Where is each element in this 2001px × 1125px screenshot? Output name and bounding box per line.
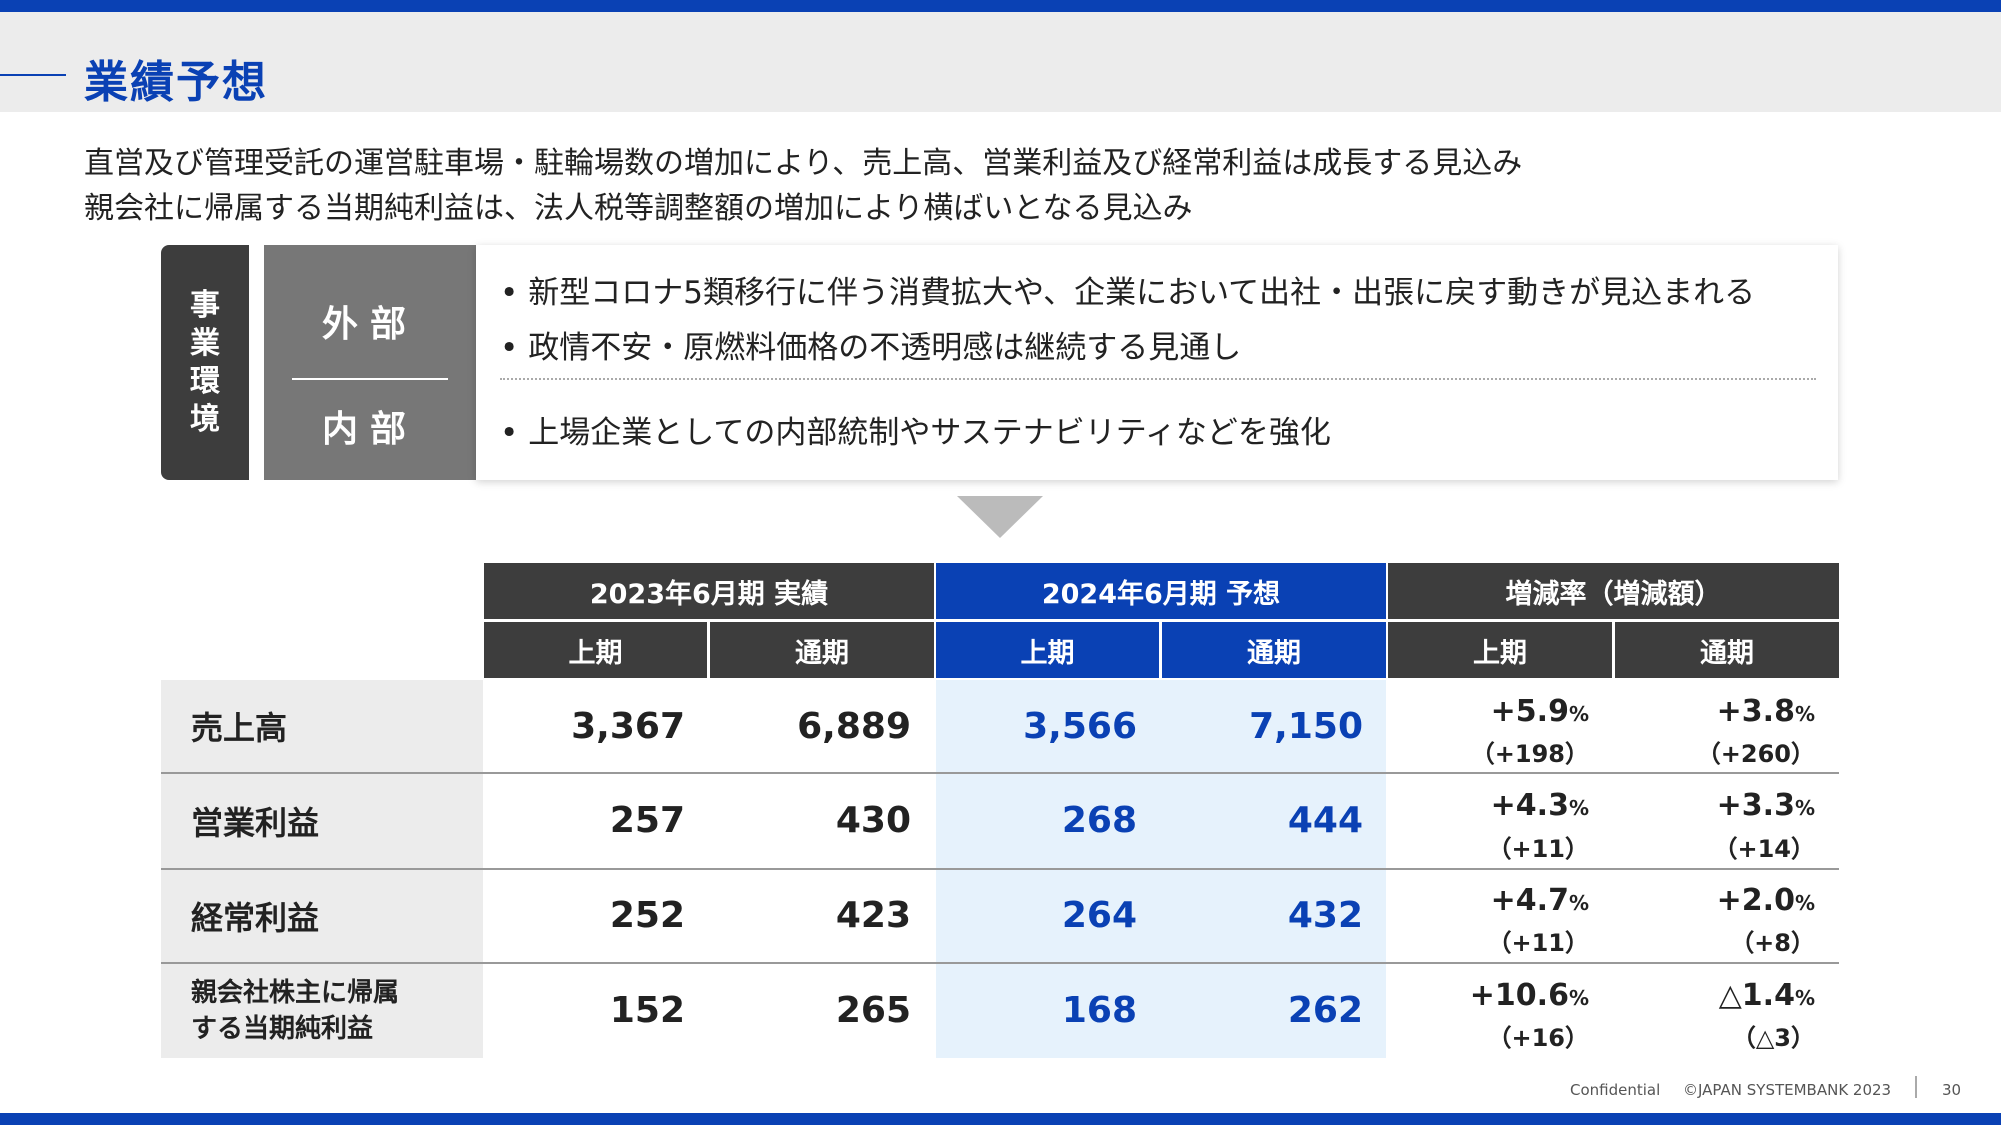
top-accent-bar [0, 0, 2001, 12]
ord-forecast-fy: 432 [1287, 895, 1363, 936]
rate-value: +4.7 [1490, 883, 1569, 918]
header-group-forecast: 2024年6月期 予想 [936, 563, 1386, 619]
sales-forecast-fy: 7,150 [1249, 706, 1363, 747]
bullet-dot: • [500, 330, 519, 366]
subheader-change-fy: 通期 [1615, 622, 1839, 678]
env-kind-panel: 外部 内部 [264, 245, 476, 480]
row-label-sales: 売上高 [161, 680, 483, 772]
pct-unit: % [1568, 891, 1589, 915]
net-amount-fy: （△3） [1731, 1024, 1815, 1052]
ord-actual-fy: 423 [835, 895, 911, 936]
ord-actual-h1: 252 [609, 895, 685, 936]
footer-confidential: Confidential [1570, 1081, 1661, 1099]
lead-text-2: 親会社に帰属する当期純利益は、法人税等調整額の増加により横ばいとなる見込み [84, 191, 1193, 226]
dotted-divider [500, 378, 1816, 380]
op-actual-h1: 257 [609, 800, 685, 841]
subheader-forecast-fy: 通期 [1162, 622, 1386, 678]
page-title: 業績予想 [84, 57, 268, 108]
environment-box: • 新型コロナ5類移行に伴う消費拡大や、企業において出社・出張に戻す動きが見込まれ… [476, 245, 1838, 480]
subheader-actual-fy: 通期 [710, 622, 934, 678]
row-label-net-income: 親会社株主に帰属 する当期純利益 [161, 964, 483, 1058]
footer-separator [1915, 1076, 1917, 1098]
pct-unit: % [1794, 796, 1815, 820]
op-rate-h1: +4.3% [1389, 788, 1589, 823]
bullet-dot: • [500, 275, 519, 311]
net-income-label-line2: する当期純利益 [191, 1014, 374, 1044]
rate-value: +10.6 [1469, 978, 1569, 1013]
header-group-actual: 2023年6月期 実績 [484, 563, 934, 619]
rate-value: +4.3 [1490, 788, 1569, 823]
net-forecast-h1: 168 [1061, 990, 1137, 1031]
net-income-label-line1: 親会社株主に帰属 [191, 978, 400, 1008]
pct-unit: % [1794, 891, 1815, 915]
net-amount-h1: （+16） [1487, 1024, 1589, 1052]
op-rate-fy: +3.3% [1615, 788, 1815, 823]
op-actual-fy: 430 [835, 800, 911, 841]
rate-value: +5.9 [1490, 694, 1569, 729]
pct-unit: % [1794, 986, 1815, 1010]
net-forecast-fy: 262 [1287, 990, 1363, 1031]
op-forecast-fy: 444 [1287, 800, 1363, 841]
pct-unit: % [1568, 796, 1589, 820]
business-environment-label: 事 業 環 境 [161, 245, 249, 480]
net-actual-h1: 152 [609, 990, 685, 1031]
op-amount-h1: （+11） [1487, 835, 1589, 863]
header-group-change: 増減率（増減額） [1388, 563, 1839, 619]
sales-actual-fy: 6,889 [797, 706, 911, 747]
sales-amount-fy: （+260） [1696, 740, 1815, 768]
internal-item-text: 上場企業としての内部統制やサステナビリティなどを強化 [528, 415, 1331, 451]
bottom-accent-bar [0, 1113, 2001, 1125]
sales-amount-h1: （+198） [1470, 740, 1589, 768]
row-divider [161, 868, 1839, 870]
lead-text-1: 直営及び管理受託の運営駐車場・駐輪場数の増加により、売上高、営業利益及び経常利益… [84, 146, 1523, 181]
net-rate-fy: △1.4% [1615, 978, 1815, 1013]
sales-rate-h1: +5.9% [1389, 694, 1589, 729]
bullet-dot: • [500, 415, 519, 451]
sales-actual-h1: 3,367 [571, 706, 685, 747]
row-divider [161, 772, 1839, 774]
rate-value: +2.0 [1716, 883, 1795, 918]
pct-unit: % [1794, 702, 1815, 726]
title-bar: 業績予想 [0, 12, 2001, 112]
ord-amount-fy: （+8） [1730, 929, 1815, 957]
ord-amount-h1: （+11） [1487, 929, 1589, 957]
ord-rate-h1: +4.7% [1389, 883, 1589, 918]
pct-unit: % [1568, 986, 1589, 1010]
subheader-change-h1: 上期 [1388, 622, 1612, 678]
down-arrow-icon [957, 496, 1043, 538]
env-label-char: 事 [190, 287, 220, 323]
external-item: • 政情不安・原燃料価格の不透明感は継続する見通し [500, 322, 1241, 367]
row-divider [161, 962, 1839, 964]
sales-forecast-h1: 3,566 [1023, 706, 1137, 747]
row-label-operating-income: 営業利益 [161, 774, 483, 868]
sales-rate-fy: +3.8% [1615, 694, 1815, 729]
subheader-forecast-h1: 上期 [936, 622, 1159, 678]
external-item: • 新型コロナ5類移行に伴う消費拡大や、企業において出社・出張に戻す動きが見込まれ… [500, 267, 1755, 312]
subheader-actual-h1: 上期 [484, 622, 707, 678]
net-rate-h1: +10.6% [1389, 978, 1589, 1013]
external-label: 外部 [321, 304, 418, 345]
pct-unit: % [1568, 702, 1589, 726]
net-actual-fy: 265 [835, 990, 911, 1031]
rate-value: +3.3 [1716, 788, 1795, 823]
ord-forecast-h1: 264 [1061, 895, 1137, 936]
external-item-text: 政情不安・原燃料価格の不透明感は継続する見通し [528, 330, 1242, 366]
env-label-char: 業 [190, 325, 220, 361]
row-label-ordinary-income: 経常利益 [161, 870, 483, 962]
page-number: 30 [1942, 1081, 1962, 1099]
rate-value: +3.8 [1716, 694, 1795, 729]
footer-copyright: ©JAPAN SYSTEMBANK 2023 [1683, 1081, 1892, 1099]
rate-value: △1.4 [1718, 978, 1795, 1013]
internal-label: 内部 [321, 409, 418, 450]
env-label-char: 境 [190, 401, 220, 437]
op-amount-fy: （+14） [1713, 835, 1815, 863]
internal-item: • 上場企業としての内部統制やサステナビリティなどを強化 [500, 407, 1331, 452]
env-label-char: 環 [190, 363, 220, 399]
env-kind-divider [292, 378, 448, 380]
ord-rate-fy: +2.0% [1615, 883, 1815, 918]
op-forecast-h1: 268 [1061, 800, 1137, 841]
external-item-text: 新型コロナ5類移行に伴う消費拡大や、企業において出社・出張に戻す動きが見込まれる [528, 275, 1756, 311]
title-accent-line [0, 74, 66, 76]
